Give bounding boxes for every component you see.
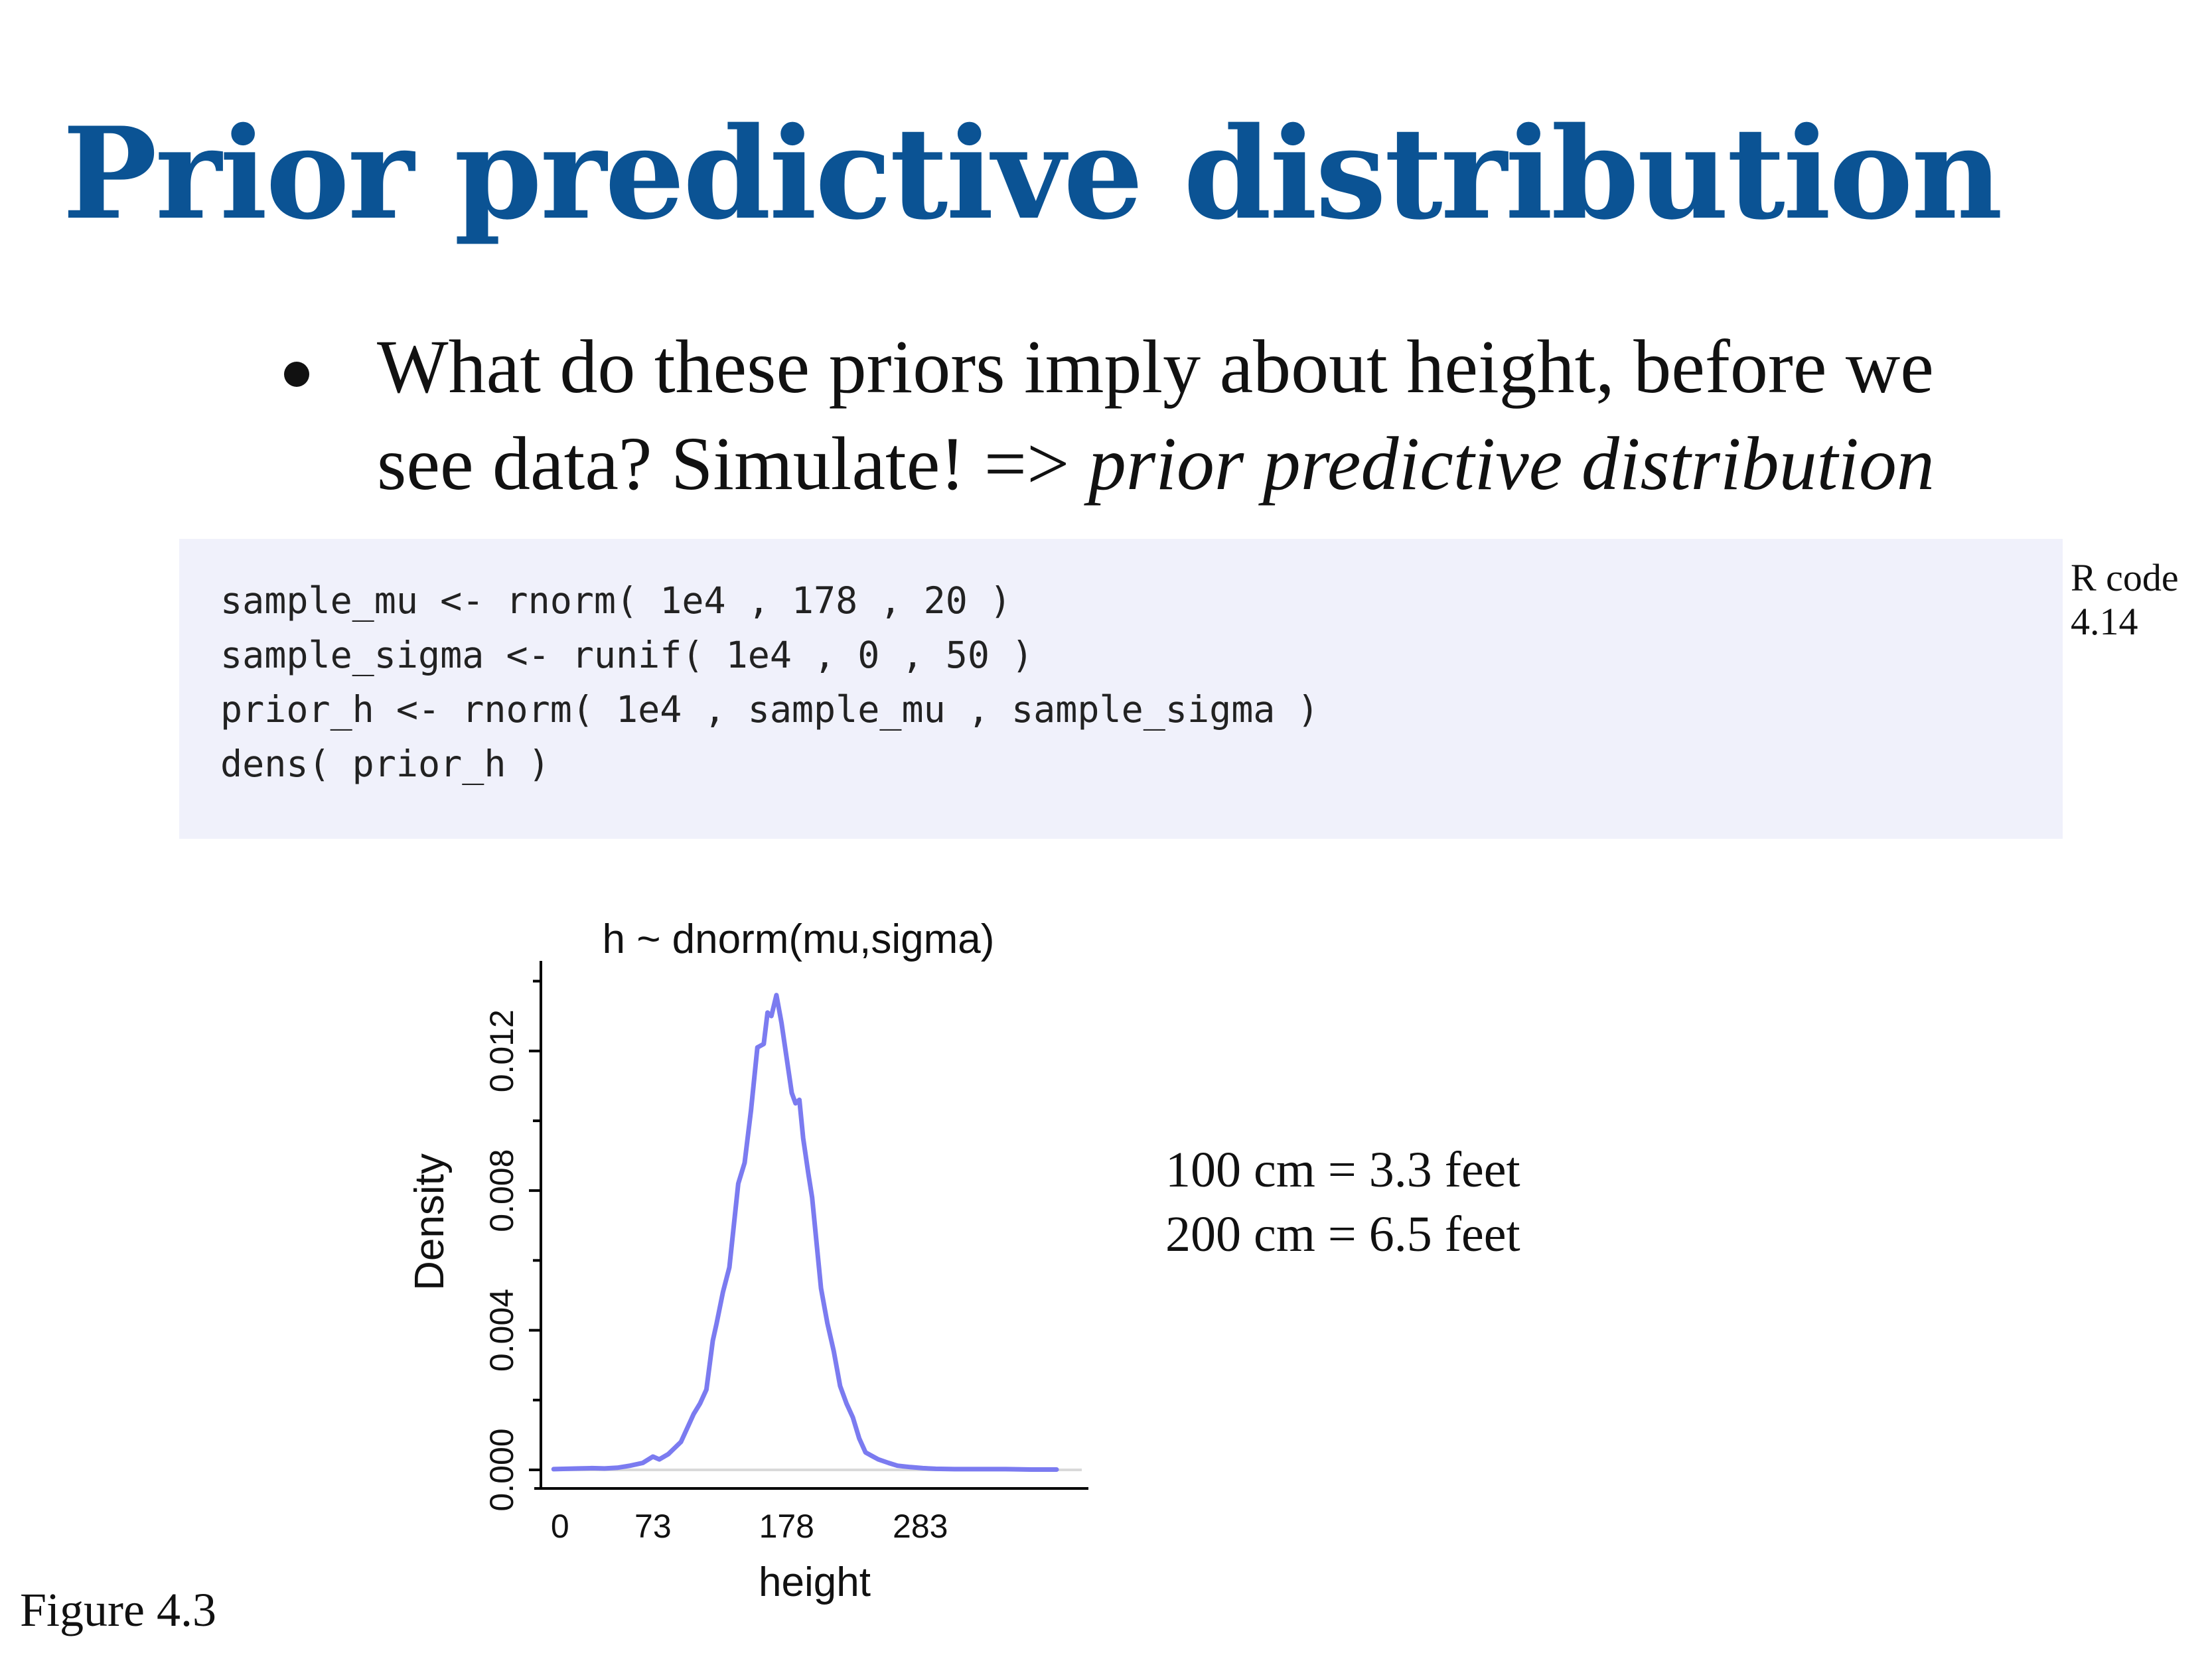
code-lines: sample_mu <- rnorm( 1e4 , 178 , 20 ) samp… [220,573,1319,791]
code-line: prior_h <- rnorm( 1e4 , sample_mu , samp… [220,688,1319,731]
chart-title: h ~ dnorm(mu,sigma) [603,916,995,962]
x-tick-label: 178 [759,1508,814,1545]
density-line [551,993,1059,1472]
x-tick-label: 0 [551,1508,569,1545]
figure-label: Figure 4.3 [20,1583,216,1636]
y-tick-label: 0.000 [483,1428,520,1511]
code-line: dens( prior_h ) [220,743,550,785]
bullet-main-text: What do these priors imply about height,… [377,325,1934,506]
bullet-text: What do these priors imply about height,… [377,319,2023,512]
x-tick-label: 283 [893,1508,948,1545]
code-block: sample_mu <- rnorm( 1e4 , 178 , 20 ) samp… [179,539,2063,839]
y-tick-label: 0.008 [483,1149,520,1232]
code-line: sample_sigma <- runif( 1e4 , 0 , 50 ) [220,634,1034,676]
unit-conversion-note: 100 cm = 3.3 feet 200 cm = 6.5 feet [1165,1138,1520,1267]
bullet-point-icon [284,362,309,387]
y-tick-label: 0.004 [483,1289,520,1372]
density-chart: h ~ dnorm(mu,sigma) 0.000 0.004 0.008 0.012 0… [407,916,1088,1605]
code-label-number: 4.14 [2071,600,2138,643]
note-line-1: 100 cm = 3.3 feet [1165,1142,1520,1198]
note-line-2: 200 cm = 6.5 feet [1165,1206,1520,1262]
bullet-emphasis: prior predictive distribution [1088,421,1935,506]
y-tick-label: 0.012 [483,1009,520,1092]
y-axis-label: Density [407,1153,453,1291]
code-label: R code 4.14 [2071,556,2179,644]
code-line: sample_mu <- rnorm( 1e4 , 178 , 20 ) [220,579,1012,622]
x-axis-label: height [759,1559,871,1605]
code-label-name: R code [2071,556,2179,599]
slide-title: Prior predictive distribution [62,100,2003,248]
x-tick-label: 73 [634,1508,672,1545]
